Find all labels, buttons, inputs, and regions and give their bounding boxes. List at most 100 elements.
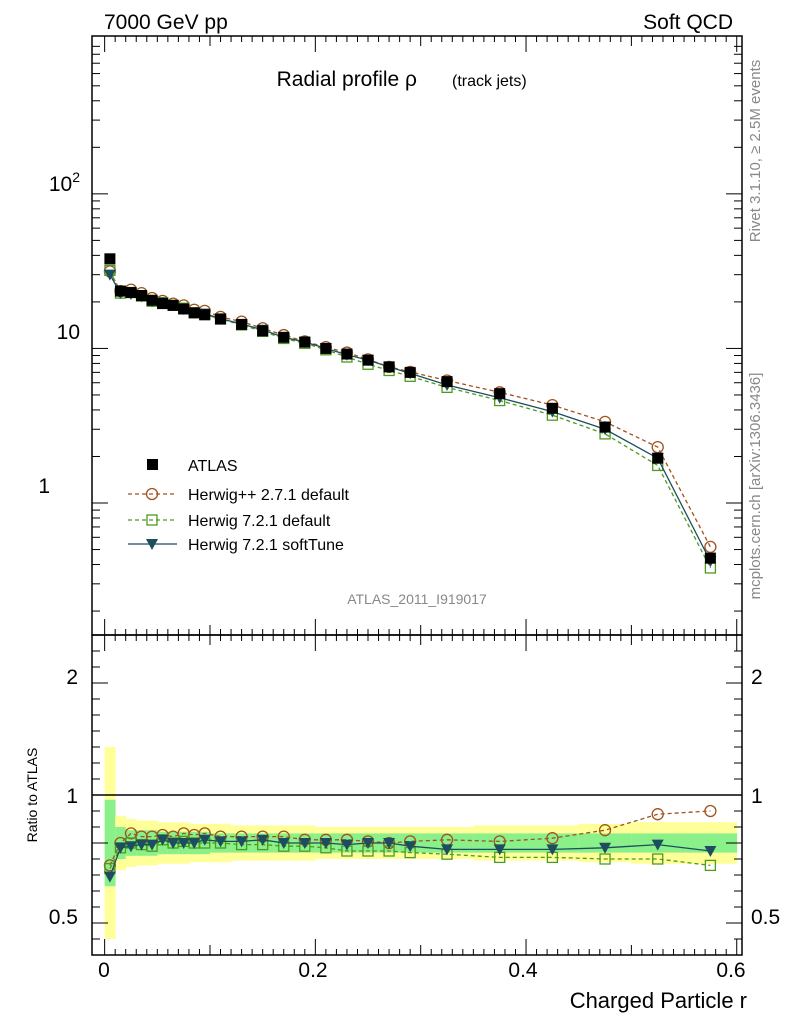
main-point-atlas-24 bbox=[652, 452, 664, 464]
legend: ATLAS Herwig++ 2.7.1 default Herwig 7.2.… bbox=[128, 458, 350, 554]
main-axis-ticks bbox=[92, 36, 742, 635]
ratio-point-herwig-softtune-3 bbox=[135, 839, 148, 851]
main-point-atlas-11 bbox=[236, 318, 248, 330]
main-point-atlas-16 bbox=[341, 348, 353, 360]
x-tick-label-04: 0.4 bbox=[508, 959, 538, 982]
legend-marker-herwig-softtune bbox=[146, 539, 158, 550]
main-point-atlas-23 bbox=[599, 421, 611, 433]
ratio-panel: 2 1 0.5 2 1 0.5 Ratio to ATLAS bbox=[24, 634, 780, 956]
rivet-label: Rivet 3.1.10, ≥ 2.5M events bbox=[747, 60, 764, 243]
legend-label-herwig-default: Herwig 7.2.1 default bbox=[188, 513, 331, 530]
y-tick-label-100-base: 10 bbox=[49, 173, 72, 196]
main-point-atlas-7 bbox=[178, 303, 190, 315]
ratio-tick-label-2-left: 2 bbox=[66, 666, 78, 689]
ratio-point-herwig-softtune-5 bbox=[156, 834, 169, 846]
legend-marker-atlas bbox=[147, 459, 158, 470]
main-point-atlas-0 bbox=[104, 253, 116, 265]
ratio-point-herwig-softtune-24 bbox=[651, 839, 664, 851]
legend-label-herwigpp: Herwig++ 2.7.1 default bbox=[188, 487, 350, 504]
main-point-atlas-3 bbox=[136, 290, 148, 302]
ratio-point-herwig-softtune-0 bbox=[103, 871, 116, 883]
legend-marker-herwig-default bbox=[146, 514, 158, 526]
x-tick-label-02: 0.2 bbox=[298, 959, 327, 982]
ratio-tick-label-05-left: 0.5 bbox=[49, 906, 78, 929]
main-point-atlas-20 bbox=[441, 376, 453, 388]
band-inner-21 bbox=[473, 833, 527, 853]
ratio-point-herwig-softtune-11 bbox=[235, 836, 248, 848]
ratio-point-herwig-softtune-25 bbox=[704, 846, 717, 857]
ratio-point-herwig-softtune-7 bbox=[177, 838, 190, 849]
main-point-atlas-12 bbox=[257, 325, 269, 337]
ratio-point-herwig-softtune-13 bbox=[277, 838, 290, 849]
ratio-point-herwig-softtune-4 bbox=[146, 839, 159, 851]
ratio-tick-label-05-right: 0.5 bbox=[751, 906, 780, 929]
legend-label-herwig-softtune: Herwig 7.2.1 softTune bbox=[188, 537, 344, 554]
main-point-atlas-8 bbox=[188, 307, 200, 319]
ratio-axis-label: Ratio to ATLAS bbox=[24, 748, 40, 843]
chart-title-suffix: (track jets) bbox=[452, 73, 527, 90]
main-point-atlas-21 bbox=[494, 388, 506, 400]
ratio-point-herwig-softtune-8 bbox=[188, 838, 201, 849]
ratio-point-herwig-softtune-19 bbox=[404, 841, 417, 853]
main-point-herwig-softtune-0 bbox=[103, 269, 116, 281]
x-axis-label: Charged Particle r bbox=[570, 988, 747, 1013]
band-inner-22 bbox=[526, 833, 580, 853]
main-point-atlas-1 bbox=[114, 285, 126, 297]
main-point-atlas-15 bbox=[320, 342, 332, 354]
ratio-point-herwig-softtune-6 bbox=[167, 838, 180, 849]
ratio-point-herwig-softtune-18 bbox=[383, 838, 396, 849]
main-point-atlas-9 bbox=[199, 309, 211, 321]
ratio-point-herwig-softtune-20 bbox=[441, 844, 454, 856]
ratio-point-herwig-softtune-14 bbox=[298, 838, 311, 849]
main-point-atlas-2 bbox=[125, 287, 137, 299]
ratio-point-herwigpp-24 bbox=[651, 808, 664, 821]
ratio-tick-label-1-left: 1 bbox=[66, 785, 78, 808]
ratio-point-herwig-softtune-1 bbox=[114, 842, 127, 854]
main-point-atlas-4 bbox=[146, 294, 158, 306]
ratio-series bbox=[103, 804, 717, 883]
ratio-point-herwig-softtune-23 bbox=[599, 842, 612, 854]
y-tick-label-1: 1 bbox=[38, 475, 50, 498]
main-point-herwigpp-24 bbox=[651, 440, 664, 454]
ratio-axis-ticks bbox=[92, 634, 742, 956]
mcplots-label: mcplots.cern.ch [arXiv:1306.3436] bbox=[747, 373, 764, 600]
y-tick-label-10: 10 bbox=[57, 321, 80, 344]
legend-label-atlas: ATLAS bbox=[188, 458, 238, 475]
main-point-atlas-22 bbox=[546, 402, 558, 414]
main-point-atlas-17 bbox=[362, 354, 374, 366]
y-tick-label-100-exp: 2 bbox=[72, 169, 80, 185]
main-line-herwig-default bbox=[109, 270, 711, 569]
ratio-point-herwig-softtune-10 bbox=[214, 836, 227, 848]
main-panel: Radial profile ρ (track jets) ATLAS_2011… bbox=[38, 35, 743, 636]
ratio-point-herwig-softtune-16 bbox=[340, 839, 353, 851]
ratio-tick-label-2-right: 2 bbox=[751, 666, 763, 689]
ratio-point-herwigpp-25 bbox=[704, 804, 717, 818]
header-right: Soft QCD bbox=[643, 11, 733, 34]
chart-title: Radial profile ρ bbox=[277, 68, 417, 91]
ratio-point-herwig-softtune-12 bbox=[256, 834, 269, 846]
ratio-point-herwig-softtune-22 bbox=[546, 844, 559, 856]
ratio-point-herwig-default-25 bbox=[704, 859, 717, 872]
x-tick-label-06: 0.6 bbox=[716, 959, 745, 982]
main-point-atlas-19 bbox=[404, 366, 416, 378]
main-point-herwigpp-25 bbox=[704, 540, 717, 554]
ratio-point-herwig-softtune-15 bbox=[319, 838, 332, 849]
main-point-atlas-10 bbox=[215, 313, 227, 325]
ratio-point-herwig-default-23 bbox=[599, 853, 611, 865]
ratio-point-herwig-softtune-2 bbox=[124, 841, 137, 853]
ratio-point-herwig-softtune-17 bbox=[362, 838, 375, 849]
main-point-atlas-14 bbox=[299, 336, 311, 348]
main-point-atlas-6 bbox=[167, 299, 179, 311]
ratio-line-herwigpp bbox=[109, 810, 711, 866]
y-tick-label-100: 102 bbox=[49, 169, 80, 196]
main-point-atlas-25 bbox=[704, 552, 716, 564]
ratio-tick-label-1-right: 1 bbox=[751, 785, 763, 808]
band-inner-0 bbox=[104, 799, 116, 887]
x-tick-label-0: 0 bbox=[98, 959, 110, 982]
main-point-atlas-18 bbox=[383, 361, 395, 373]
header-left: 7000 GeV pp bbox=[104, 11, 228, 34]
main-point-atlas-5 bbox=[157, 298, 169, 310]
ratio-point-herwig-softtune-9 bbox=[198, 834, 211, 846]
ratio-point-herwigpp-22 bbox=[546, 832, 559, 845]
